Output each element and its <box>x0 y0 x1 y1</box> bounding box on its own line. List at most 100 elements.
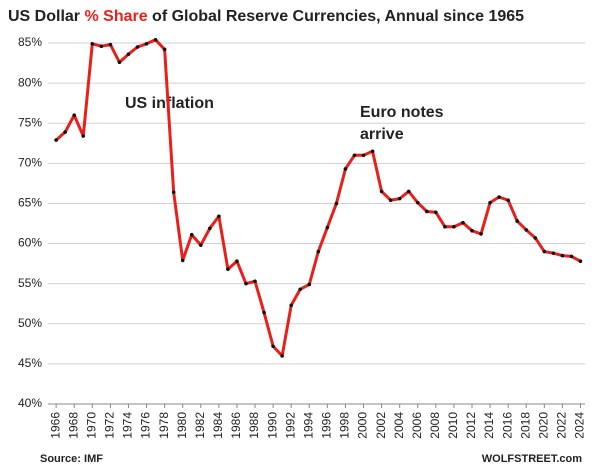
data-point <box>424 209 429 214</box>
data-point <box>198 243 203 247</box>
data-point <box>515 219 519 223</box>
chart-title: US Dollar % Share of Global Reserve Curr… <box>8 8 524 25</box>
data-point <box>443 224 447 229</box>
data-point <box>289 303 293 308</box>
x-tick-label: 1988 <box>247 412 261 439</box>
y-tick-label: 55% <box>18 276 42 290</box>
data-point <box>135 45 140 49</box>
x-tick-label: 1972 <box>103 412 117 439</box>
y-tick-label: 50% <box>18 316 42 330</box>
data-point <box>189 232 194 237</box>
data-point <box>226 267 230 272</box>
data-point <box>253 279 257 284</box>
y-tick-label: 60% <box>18 236 42 250</box>
x-tick-label: 1992 <box>283 412 297 439</box>
data-point <box>406 189 411 194</box>
data-point <box>334 201 339 206</box>
x-tick-label: 1978 <box>157 412 171 439</box>
y-tick-label: 70% <box>18 156 42 170</box>
credit: WOLFSTREET.com <box>482 453 582 465</box>
data-point <box>307 282 312 287</box>
title-highlight: % Share <box>84 8 147 25</box>
data-point <box>280 354 284 358</box>
title-part: of Global Reserve Currencies, Annual sin… <box>148 8 525 25</box>
data-point <box>180 258 185 263</box>
x-tick-label: 2020 <box>536 412 550 439</box>
data-point <box>117 60 122 65</box>
annotation: arrive <box>360 126 404 143</box>
x-tick-label: 2002 <box>374 412 388 439</box>
data-point <box>479 232 483 236</box>
data-point <box>108 42 113 47</box>
x-tick-label: 2016 <box>500 412 514 439</box>
data-point <box>81 134 86 138</box>
x-tick-label: 1968 <box>66 412 80 439</box>
data-point <box>379 189 384 194</box>
x-tick-label: 2010 <box>446 412 460 439</box>
data-point <box>144 42 149 46</box>
data-point <box>370 149 375 154</box>
y-tick-label: 45% <box>18 356 42 370</box>
data-point <box>452 224 456 229</box>
source: Source: IMF <box>40 453 103 465</box>
x-tick-label: 2012 <box>464 412 478 439</box>
x-tick-label: 2004 <box>392 412 406 439</box>
x-tick-label: 1980 <box>175 412 189 439</box>
data-point <box>153 37 158 42</box>
data-point <box>343 167 348 171</box>
data-point <box>560 253 565 258</box>
data-point <box>208 226 212 231</box>
data-point <box>551 251 556 255</box>
x-tick-label: 1970 <box>84 412 98 439</box>
y-tick-label: 65% <box>18 196 42 210</box>
data-point <box>533 236 538 240</box>
data-point <box>262 310 266 315</box>
data-point <box>352 153 357 158</box>
data-point <box>506 198 510 203</box>
data-point <box>298 287 303 292</box>
x-tick-label: 2022 <box>555 412 569 439</box>
data-point <box>461 220 465 225</box>
data-line <box>55 38 582 358</box>
x-tick-label: 2000 <box>356 412 370 439</box>
data-point <box>434 210 438 215</box>
data-point <box>316 249 321 254</box>
data-point <box>542 249 547 254</box>
data-point <box>271 344 275 349</box>
data-point <box>244 281 248 286</box>
data-point <box>90 42 95 46</box>
data-point <box>63 130 67 134</box>
data-point <box>99 44 104 49</box>
y-tick-label: 40% <box>18 396 42 410</box>
y-tick-label: 75% <box>18 115 42 129</box>
x-tick-label: 1974 <box>121 412 135 439</box>
x-tick-label: 1966 <box>48 412 62 439</box>
x-tick-label: 1986 <box>229 412 243 439</box>
data-point <box>578 259 583 264</box>
data-point <box>569 254 574 259</box>
x-tick-label: 1998 <box>338 412 352 439</box>
data-point <box>217 214 221 219</box>
data-point <box>171 190 176 195</box>
x-tick-label: 1994 <box>301 412 315 439</box>
annotation: Euro notes <box>360 104 444 121</box>
x-tick-label: 1982 <box>193 412 207 439</box>
x-tick-label: 2018 <box>518 412 532 439</box>
x-tick-label: 1976 <box>139 412 153 439</box>
data-point <box>54 138 58 142</box>
x-tick-label: 2008 <box>428 412 442 439</box>
x-tick-label: 1996 <box>320 412 334 439</box>
data-point <box>470 228 474 233</box>
data-point <box>72 113 77 117</box>
data-point <box>488 200 492 205</box>
x-tick-label: 2006 <box>410 412 424 439</box>
data-point <box>361 153 366 158</box>
y-tick-label: 85% <box>18 35 42 49</box>
data-point <box>397 196 402 201</box>
x-tick-label: 2024 <box>573 412 587 439</box>
x-tick-label: 1990 <box>265 412 279 439</box>
data-point <box>524 228 529 232</box>
x-tick-label: 1984 <box>211 412 225 439</box>
data-point <box>126 52 131 57</box>
